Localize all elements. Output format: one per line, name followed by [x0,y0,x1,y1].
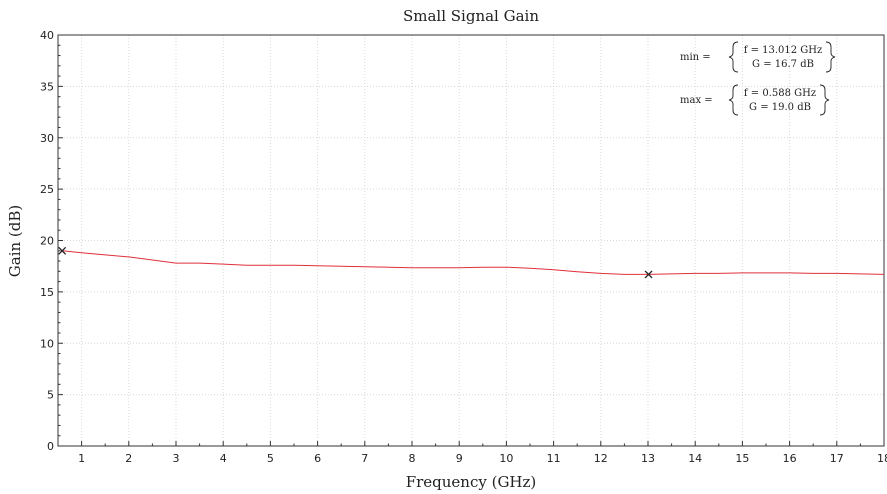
x-tick-label: 10 [499,452,513,465]
x-tick-label: 2 [125,452,132,465]
x-tick-label: 5 [267,452,274,465]
x-tick-label: 4 [220,452,227,465]
min-annotation-left-brace [728,41,739,73]
max-annotation-right-brace [819,84,830,116]
max-annotation-prefix: max = [680,95,713,106]
x-tick-label: 13 [641,452,655,465]
marker-layer [58,246,653,279]
x-tick-label: 12 [594,452,608,465]
min-marker [644,270,653,279]
y-tick-label: 25 [40,183,54,196]
x-tick-label: 7 [361,452,368,465]
x-tick-label: 18 [877,452,887,465]
y-tick-label: 15 [40,286,54,299]
x-tick-label: 11 [547,452,561,465]
min-annotation: min = f = 13.012 GHz G = 16.7 dB [680,41,836,73]
x-tick-label: 8 [409,452,416,465]
max-annotation-left-brace [728,84,739,116]
min-annotation-prefix: min = [680,52,711,63]
max-annotation-g: G = 19.0 dB [749,102,811,113]
y-axis-label: Gain (dB) [6,205,24,277]
x-tick-label: 9 [456,452,463,465]
x-tick-label: 16 [783,452,797,465]
min-annotation-g: G = 16.7 dB [752,59,814,70]
y-tick-label: 40 [40,29,54,42]
x-tick-label: 6 [314,452,321,465]
x-tick-label: 1 [78,452,85,465]
gain-series-line [62,250,885,275]
x-tick-label: 17 [830,452,844,465]
chart-title: Small Signal Gain [403,7,539,25]
axis-ticks: 1234567891011121314151617180510152025303… [40,29,887,465]
x-tick-label: 15 [735,452,749,465]
min-annotation-f: f = 13.012 GHz [744,45,823,56]
y-tick-label: 20 [40,235,54,248]
x-tick-label: 3 [173,452,180,465]
min-annotation-right-brace [825,41,836,73]
grid [58,34,885,447]
x-axis-label: Frequency (GHz) [406,473,537,491]
y-tick-label: 10 [40,337,54,350]
max-annotation: max = f = 0.588 GHz G = 19.0 dB [680,84,830,116]
y-tick-label: 0 [47,440,54,453]
y-tick-label: 5 [47,389,54,402]
max-marker [58,246,67,255]
y-tick-label: 30 [40,132,54,145]
series-layer [62,250,885,275]
max-annotation-f: f = 0.588 GHz [744,88,816,99]
x-tick-label: 14 [688,452,702,465]
y-tick-label: 35 [40,80,54,93]
